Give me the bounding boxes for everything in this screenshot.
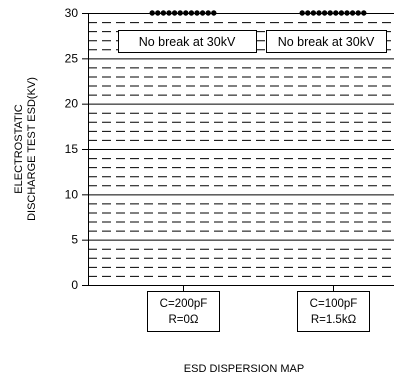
category-label: R=1.5kΩ [311,314,357,326]
data-point [333,10,339,16]
data-point [355,10,361,16]
data-points [149,10,367,16]
y-tick-label: 15 [65,142,79,156]
y-tick-labels: 0 5 10 15 20 25 30 [65,6,88,292]
data-point [171,10,178,16]
data-point [316,10,322,16]
data-point [344,10,350,16]
data-point [166,10,172,16]
data-point [305,10,311,16]
category-label: C=200pF [160,298,208,310]
y-axis-title-line: ELECTROSTATIC [13,104,25,193]
data-point [321,10,328,16]
category-label-box [147,291,220,332]
annotation-box [266,30,387,53]
y-axis-title-line: DISCHARGE TEST ESD(KV) [26,77,38,221]
annotation-box [118,30,257,53]
annotation-text: No break at 30kV [278,35,375,49]
y-tick-label: 30 [65,6,79,20]
category-label: R=0Ω [168,314,198,326]
data-point [361,10,367,16]
data-point [205,10,211,16]
data-point [338,10,345,16]
data-point [177,10,183,16]
data-point [194,10,200,16]
y-tick-label: 20 [65,97,79,111]
annotations: No break at 30kV No break at 30kV [118,30,387,53]
data-point [211,10,217,16]
data-point [183,10,189,16]
y-tick-label: 0 [71,278,78,292]
data-point [149,10,155,16]
y-tick-label: 5 [71,233,78,247]
data-point [199,10,206,16]
annotation-text: No break at 30kV [139,35,236,49]
data-point [310,10,317,16]
data-point [188,10,195,16]
axes [88,13,394,286]
category-label-box [297,291,370,332]
data-point [349,10,356,16]
category-label: C=100pF [310,298,358,310]
data-point [299,10,305,16]
x-axis-title: ESD DISPERSION MAP [184,363,304,375]
y-tick-label: 25 [65,51,79,65]
data-point [155,10,161,16]
category-labels: C=200pF R=0Ω C=100pF R=1.5kΩ [147,285,370,332]
y-axis-title: ELECTROSTATICDISCHARGE TEST ESD(KV) [13,77,38,221]
data-point [160,10,167,16]
data-point [327,10,333,16]
y-tick-label: 10 [65,187,79,201]
